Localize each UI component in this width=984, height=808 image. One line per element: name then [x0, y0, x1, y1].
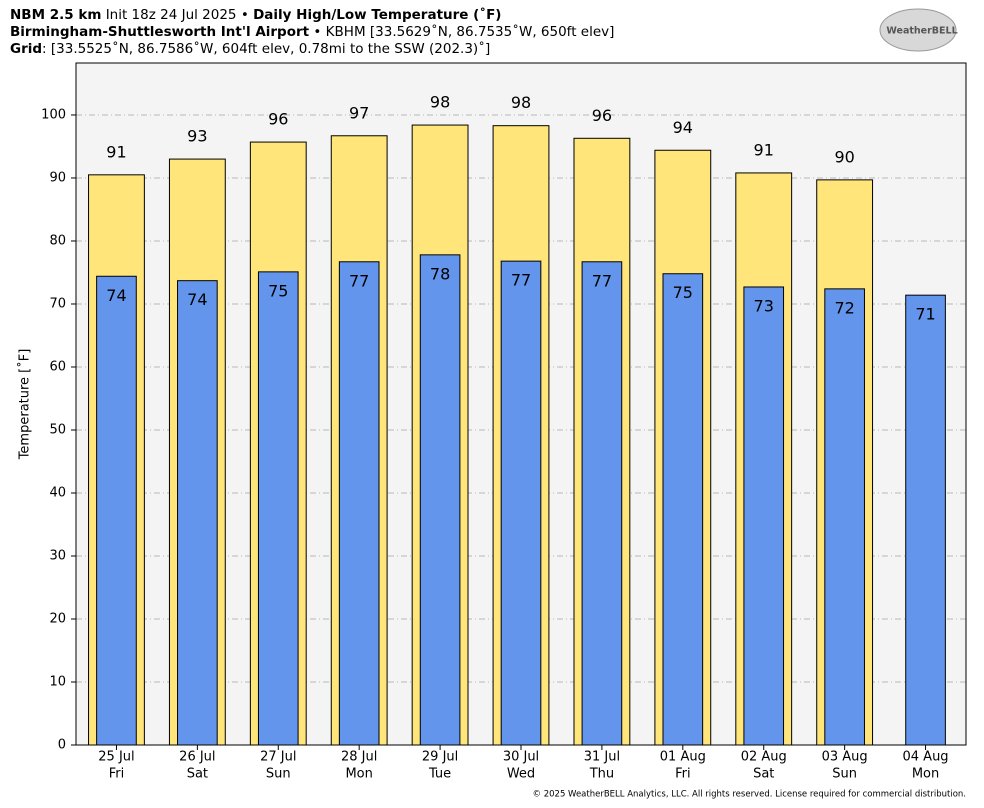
x-tick-sublabel: Fri [109, 767, 125, 782]
value-label: 96 [268, 110, 288, 129]
x-tick-label: 03 Aug [822, 750, 868, 765]
header-line-3: Grid: [33.5525˚N, 86.7586˚W, 604ft elev,… [10, 40, 490, 57]
y-tick-label: 100 [41, 107, 66, 122]
y-axis-label: Temperature [˚F] [17, 349, 33, 461]
init: Init 18z 24 Jul 2025 [106, 7, 237, 23]
x-tick-sublabel: Sun [266, 767, 291, 782]
y-tick-label: 80 [49, 233, 66, 248]
credit: © 2025 WeatherBELL Analytics, LLC. All r… [533, 790, 966, 800]
x-tick-label: 30 Jul [503, 750, 539, 765]
bar [581, 261, 623, 746]
station-info: KBHM [33.5629˚N, 86.7535˚W, 650ft elev] [326, 23, 615, 40]
model: NBM 2.5 km [10, 7, 101, 23]
value-label: 98 [511, 93, 531, 112]
y-tick-label: 70 [49, 296, 66, 311]
x-tick-sublabel: Thu [589, 767, 614, 782]
grid-label: Grid [10, 41, 42, 57]
bar [338, 261, 380, 746]
value-label: 90 [834, 147, 854, 166]
y-tick-label: 30 [49, 548, 66, 563]
y-tick-label: 90 [49, 170, 66, 185]
station: Birmingham-Shuttlesworth Int'l Airport [10, 24, 310, 40]
value-label: 73 [754, 296, 774, 315]
value-label: 71 [915, 305, 935, 324]
bar [257, 271, 299, 746]
y-tick-label: 60 [49, 359, 66, 374]
x-tick-label: 02 Aug [741, 750, 787, 765]
x-tick-label: 28 Jul [341, 750, 377, 765]
y-tick-label: 0 [58, 738, 66, 753]
y-tick-label: 20 [49, 611, 66, 626]
value-label: 77 [349, 271, 369, 290]
bar [824, 288, 865, 746]
value-label: 75 [673, 283, 693, 302]
separator: • [313, 24, 321, 40]
bar [177, 280, 218, 746]
x-tick-sublabel: Mon [912, 767, 939, 782]
x-tick-sublabel: Sun [832, 767, 857, 782]
bar [419, 254, 461, 746]
x-tick-sublabel: Tue [428, 767, 451, 782]
x-tick-sublabel: Mon [345, 767, 372, 782]
x-tick-label: 29 Jul [422, 750, 458, 765]
value-label: 72 [834, 298, 854, 317]
product: Daily High/Low Temperature (˚F) [253, 6, 501, 23]
value-label: 94 [673, 118, 693, 137]
bar [743, 286, 785, 746]
x-tick-sublabel: Sat [187, 767, 208, 782]
value-label: 78 [430, 264, 450, 283]
logo: WeatherBELL [879, 8, 958, 52]
value-label: 77 [592, 271, 612, 290]
separator: • [241, 7, 249, 23]
x-tick-sublabel: Wed [507, 767, 535, 782]
logo-badge [879, 8, 957, 52]
x-tick-label: 01 Aug [660, 750, 706, 765]
header-line-2: Birmingham-Shuttlesworth Int'l Airport •… [10, 23, 614, 40]
value-label: 75 [268, 281, 288, 300]
y-tick-label: 10 [49, 674, 66, 689]
value-label: 98 [430, 93, 450, 112]
header-line-1: NBM 2.5 km Init 18z 24 Jul 2025 • Daily … [10, 6, 501, 23]
value-label: 74 [187, 290, 207, 309]
value-label: 74 [106, 286, 126, 305]
bar [500, 260, 542, 746]
x-tick-label: 04 Aug [903, 750, 949, 765]
x-tick-label: 27 Jul [260, 750, 296, 765]
value-label: 77 [511, 271, 531, 290]
value-label: 93 [187, 127, 207, 146]
value-label: 91 [106, 142, 126, 161]
bar [96, 275, 137, 746]
bar [662, 273, 704, 746]
grid-info: : [33.5525˚N, 86.7586˚W, 604ft elev, 0.7… [42, 40, 490, 57]
y-tick-label: 40 [49, 485, 66, 500]
x-tick-sublabel: Sat [753, 767, 774, 782]
value-label: 91 [754, 140, 774, 159]
value-label: 96 [592, 106, 612, 125]
x-tick-label: 26 Jul [179, 750, 215, 765]
bar [905, 294, 946, 746]
x-tick-label: 31 Jul [584, 750, 620, 765]
value-label: 97 [349, 103, 369, 122]
x-tick-sublabel: Fri [675, 767, 691, 782]
logo-text: WeatherBELL [886, 26, 957, 37]
y-tick-label: 50 [49, 422, 66, 437]
x-tick-label: 25 Jul [98, 750, 134, 765]
